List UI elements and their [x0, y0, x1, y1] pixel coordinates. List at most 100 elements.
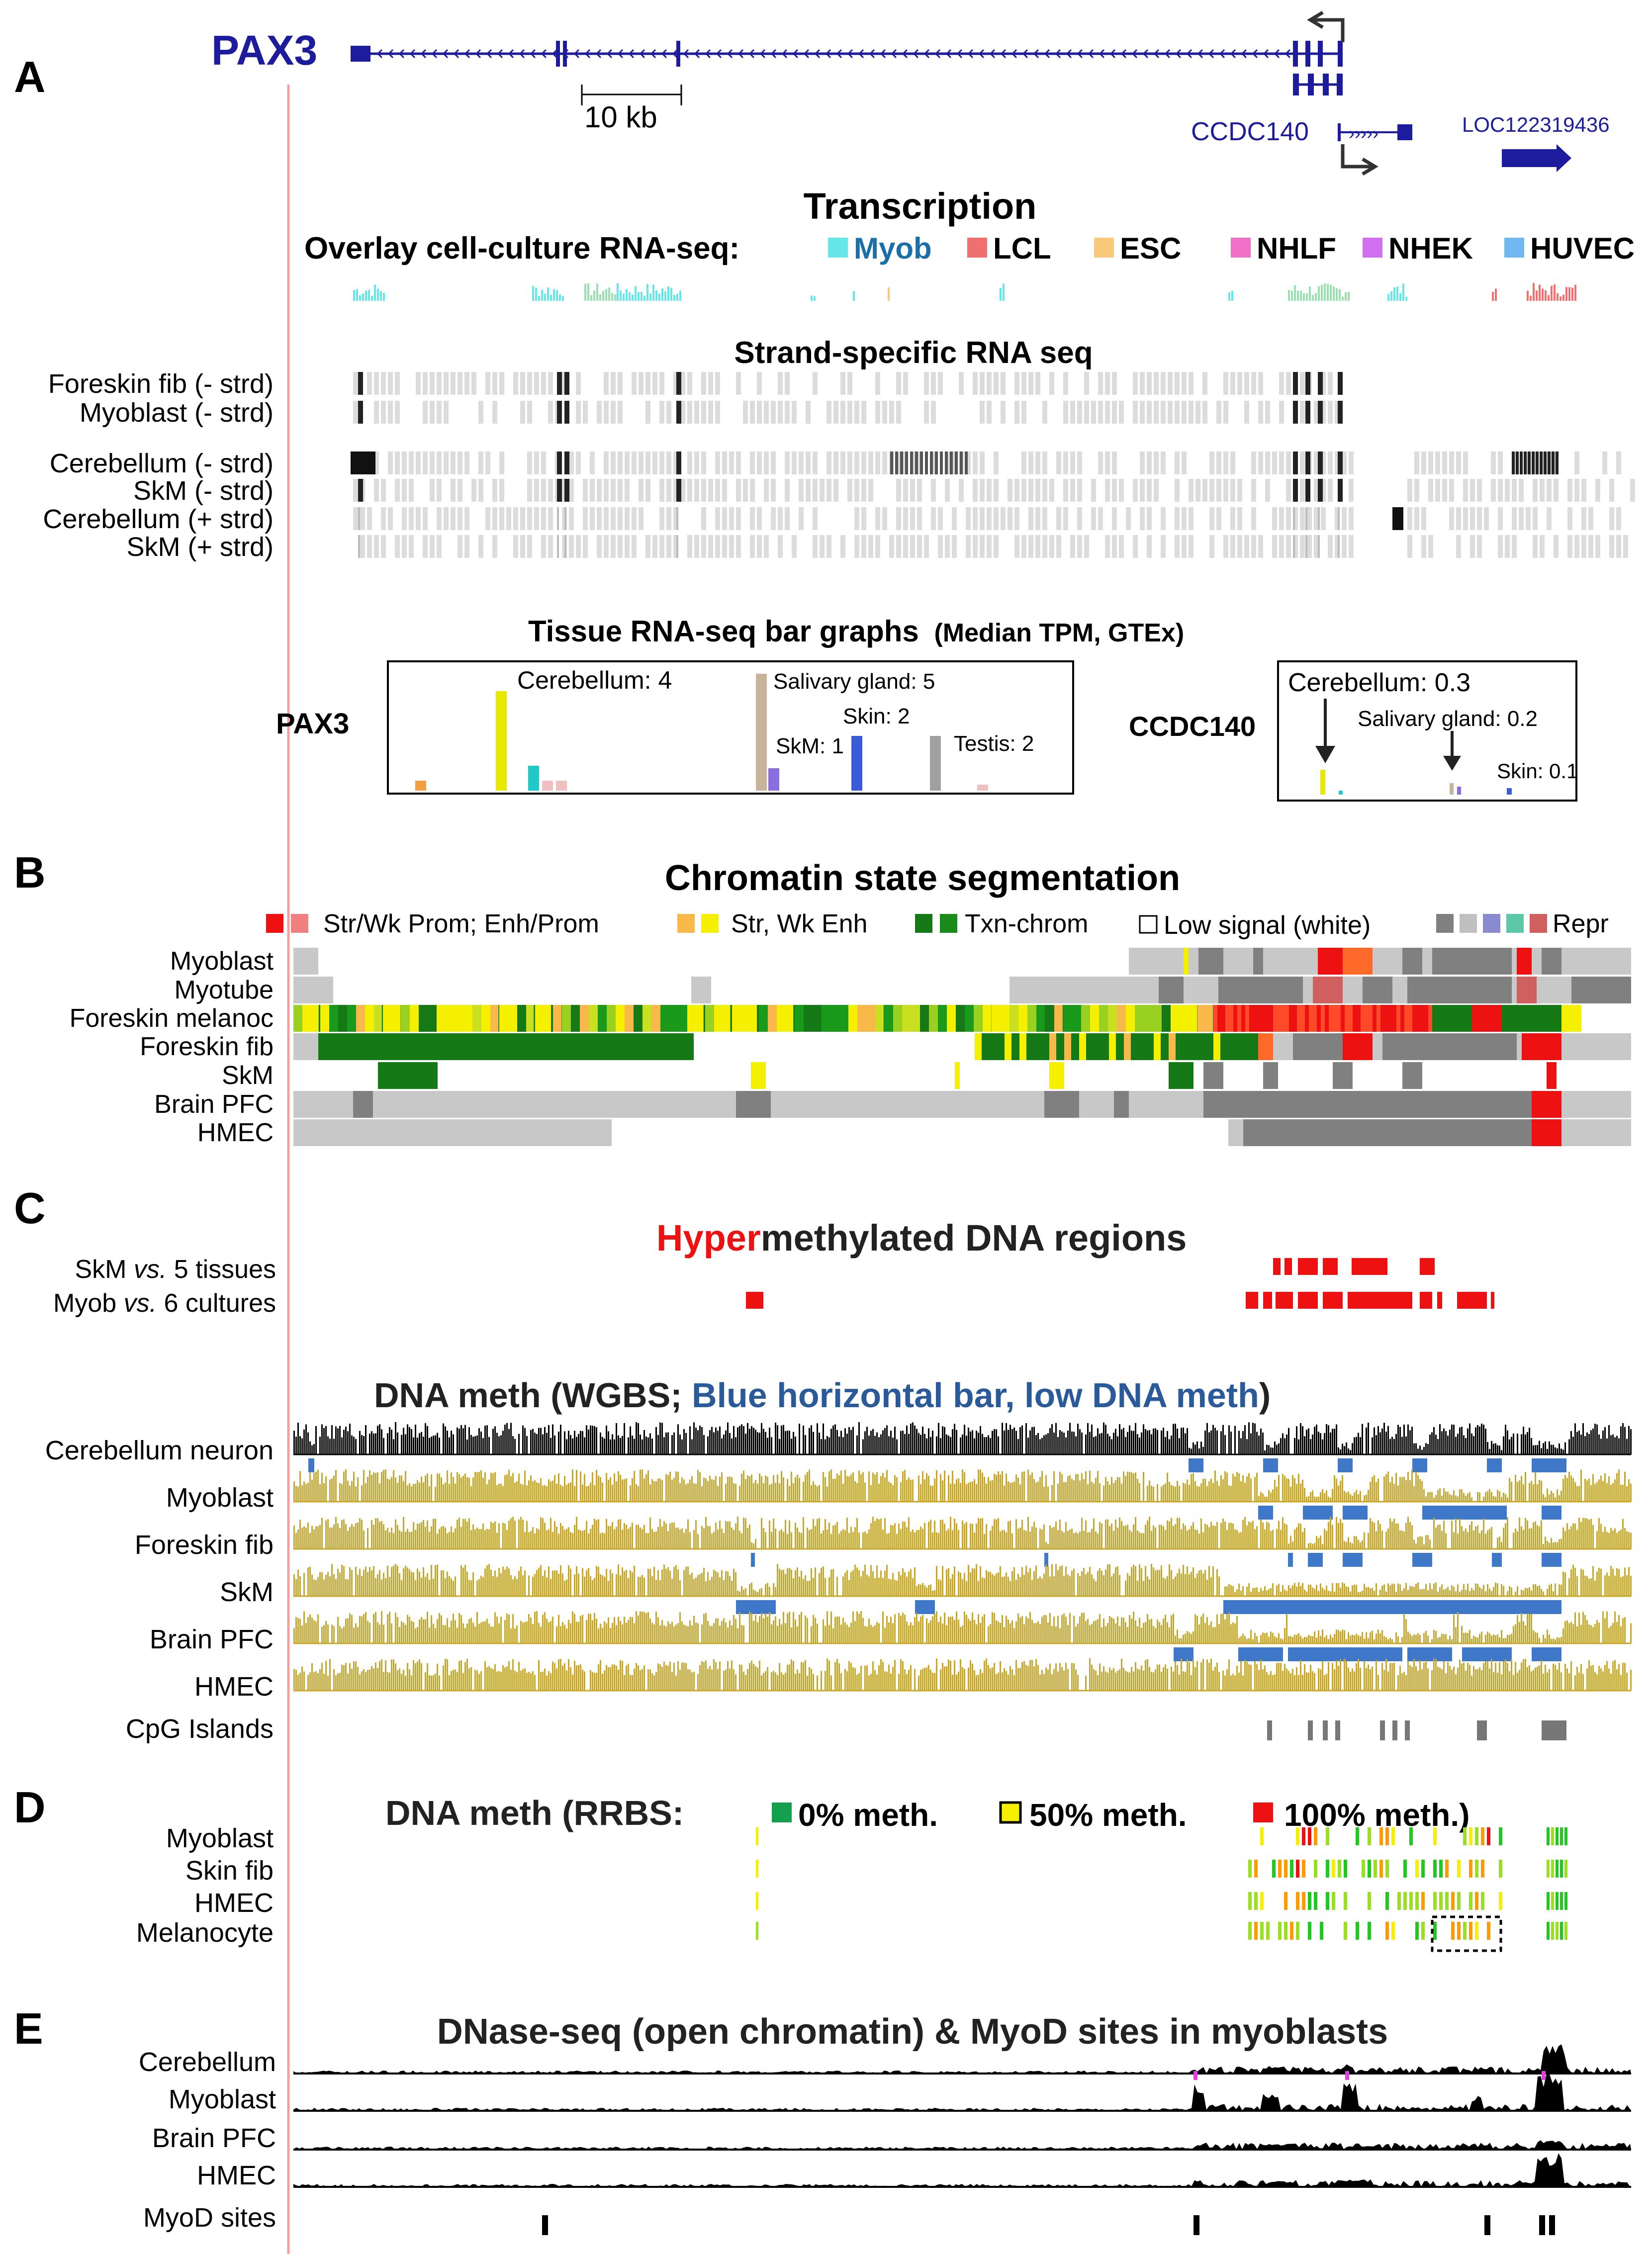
hypermeth-row-myob-c: 6 cultures [157, 1289, 276, 1318]
chromatin-row-label-2: Foreskin melanoc [70, 1004, 274, 1033]
pax3-bar-8 [930, 736, 941, 791]
cpg-island-4 [1380, 1720, 1385, 1740]
wgbs-title-b: Blue horizontal bar, low DNA meth [692, 1376, 1259, 1415]
wgbs-row-label-1: Myoblast [166, 1483, 274, 1513]
hypermeth-skm-region-5 [1420, 1258, 1435, 1275]
chromatin-legend-enh: Str, Wk Enh [731, 909, 868, 938]
wgbs-lowmeth-1-3 [1422, 1506, 1497, 1520]
overlay-legend-swatch-5 [1504, 238, 1524, 258]
wgbs-lowmeth-2-7 [1542, 1553, 1561, 1567]
ccdc140-anno-salivary: Salivary gland: 0.2 [1358, 707, 1538, 731]
hypermeth-title-red: Hyper [656, 1217, 761, 1259]
wgbs-lowmeth-1-4 [1497, 1506, 1507, 1520]
wgbs-lowmeth-0-5 [1487, 1458, 1502, 1472]
overlay-title: Overlay cell-culture RNA-seq: [304, 231, 739, 266]
rrbs-legend-50: 50% meth. [1029, 1797, 1187, 1833]
wgbs-tracks [293, 1422, 1632, 1740]
pax3-anno-skin: Skin: 2 [843, 704, 910, 728]
wgbs-lowmeth-0-3 [1338, 1458, 1353, 1472]
hypermeth-title: Hypermethylated DNA regions [656, 1217, 1187, 1259]
wgbs-lowmeth-2-2 [1288, 1553, 1293, 1567]
bar-graphs-title: Tissue RNA-seq bar graphs (Median TPM, G… [528, 615, 1184, 648]
rrbs-legend-0: 0% meth. [798, 1797, 938, 1833]
overlay-legend-label-3: NHLF [1257, 232, 1336, 265]
dnase-signal-3 [293, 2153, 1631, 2187]
dnase-row-label-4: MyoD sites [143, 2203, 276, 2233]
bar-graphs-title-main: Tissue RNA-seq bar graphs [528, 615, 919, 648]
wgbs-lowmeth-0-0 [308, 1458, 314, 1472]
rrbs-title: DNA meth (RRBS: [385, 1794, 684, 1832]
chromatin-row-label-4: SkM [222, 1061, 274, 1090]
dnase-myod-mark-0 [1193, 2071, 1197, 2080]
wgbs-lowmeth-0-6 [1532, 1458, 1566, 1472]
wgbs-lowmeth-4-4 [1462, 1647, 1512, 1661]
wgbs-lowmeth-2-5 [1412, 1553, 1432, 1567]
transcription-title: Transcription [804, 185, 1037, 227]
hypermeth-skm-region-1 [1285, 1258, 1292, 1275]
chromatin-row-label-0: Myoblast [170, 947, 274, 976]
strand-tracks [351, 372, 1635, 558]
dnase-row-labels: Cerebellum Myoblast Brain PFC HMEC MyoD site… [139, 2047, 276, 2233]
wgbs-row-label-4: Brain PFC [150, 1624, 274, 1654]
wgbs-lowmeth-4-0 [1174, 1647, 1193, 1661]
wgbs-title-a: DNA meth (WGBS; [374, 1376, 692, 1415]
myod-site-3 [1539, 2215, 1545, 2235]
pax3-bar-6 [768, 768, 779, 791]
dnase-myod-mark-1 [1345, 2071, 1349, 2080]
strand-row-label-2: Cerebellum (- strd) [50, 449, 274, 478]
hypermeth-skm-region-2 [1298, 1258, 1318, 1275]
wgbs-row-label-2: Foreskin fib [135, 1530, 274, 1560]
overlay-legend-label-5: HUVEC [1530, 232, 1635, 265]
cpg-island-7 [1477, 1720, 1487, 1740]
hypermeth-skm-region-4 [1352, 1258, 1387, 1275]
rrbs-legend-100: 100% meth.) [1284, 1797, 1469, 1833]
hypermeth-tracks [746, 1258, 1494, 1309]
hypermeth-myob-region-1 [1246, 1292, 1258, 1309]
overlay-legend-label-4: NHEK [1388, 232, 1473, 265]
pax3-bar-chart [415, 674, 988, 791]
rrbs-row-label-0: Myoblast [166, 1823, 274, 1853]
pax3-bar-1 [496, 691, 507, 791]
myod-site-2 [1484, 2215, 1490, 2235]
scale-bar: 10 kb [581, 85, 682, 134]
scale-bar-label: 10 kb [584, 100, 657, 134]
wgbs-lowmeth-2-6 [1492, 1553, 1502, 1567]
overlay-legend-swatch-0 [828, 238, 848, 258]
hypermeth-row-myob-a: Myob [53, 1289, 124, 1318]
dnase-row-label-0: Cerebellum [139, 2047, 276, 2077]
pax3-anno-testis: Testis: 2 [954, 731, 1034, 756]
panel-letter-a: A [14, 52, 46, 101]
wgbs-lowmeth-3-2 [1223, 1600, 1561, 1614]
wgbs-lowmeth-0-1 [1189, 1458, 1203, 1472]
overlay-legend-label-2: ESC [1120, 232, 1181, 265]
overlay-legend-swatch-1 [967, 238, 987, 258]
wgbs-lowmeth-2-3 [1308, 1553, 1323, 1567]
strand-row-label-3: SkM (- strd) [133, 476, 274, 506]
dnase-row-label-3: HMEC [197, 2161, 276, 2190]
pax3-bar-7 [851, 736, 862, 791]
ccdc140-arrows [1315, 699, 1512, 795]
strand-row-label-4: Cerebellum (+ strd) [43, 504, 274, 534]
overlay-legend-swatch-3 [1231, 238, 1251, 258]
chromatin-legend: Str/Wk Prom; Enh/Prom Str, Wk Enh Txn-ch… [266, 909, 1609, 940]
strand-row-label-0: Foreskin fib (- strd) [48, 369, 274, 399]
rrbs-tracks [756, 1827, 1567, 1940]
rrbs-row-label-3: Melanocyte [136, 1918, 274, 1948]
hypermeth-myob-region-7 [1420, 1292, 1432, 1309]
hypermeth-row-skm-vs: vs. [134, 1255, 167, 1284]
rrbs-dotted-box [1431, 1915, 1502, 1952]
pax3-bar-5 [756, 674, 767, 791]
hypermeth-myob-region-3 [1276, 1292, 1293, 1309]
hypermeth-myob-region-9 [1457, 1292, 1487, 1309]
chromatin-legend-low: Low signal (white) [1164, 911, 1371, 940]
hypermeth-myob-region-5 [1323, 1292, 1343, 1309]
rrbs-row-label-2: HMEC [194, 1888, 274, 1918]
overlay-legend-label-1: LCL [993, 232, 1051, 265]
strand-row-labels: Foreskin fib (- strd)Myoblast (- strd) Ce… [43, 369, 274, 562]
hypermeth-myob-region-2 [1263, 1292, 1272, 1309]
wgbs-lowmeth-0-2 [1263, 1458, 1278, 1472]
cpg-island-5 [1392, 1720, 1397, 1740]
chromatin-legend-prom: Str/Wk Prom; Enh/Prom [323, 909, 599, 938]
